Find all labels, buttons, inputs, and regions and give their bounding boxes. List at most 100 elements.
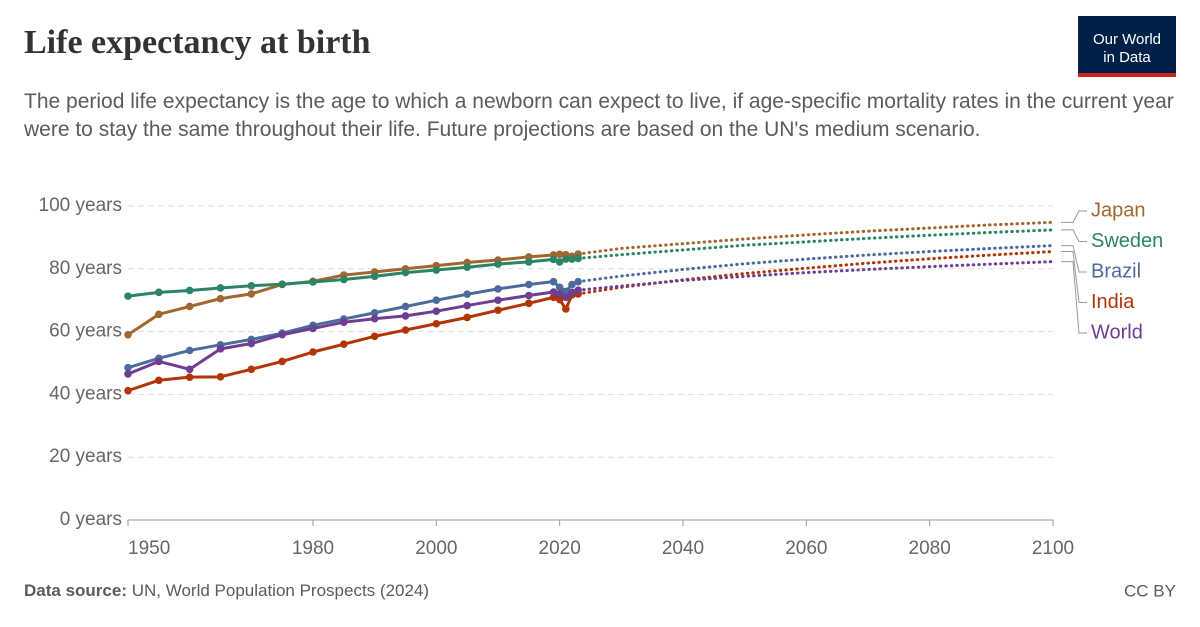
point — [555, 283, 564, 292]
point — [278, 280, 286, 288]
point — [494, 306, 502, 315]
x-tick-label: 2080 — [909, 538, 951, 559]
series-line — [127, 292, 579, 393]
point — [155, 310, 163, 319]
point — [555, 295, 564, 304]
point — [185, 346, 194, 355]
point — [401, 312, 410, 320]
point — [155, 357, 163, 366]
point — [155, 288, 163, 297]
legend-label: Sweden — [1091, 230, 1163, 252]
footer: Data source: UN, World Population Prospe… — [24, 581, 429, 600]
legend-label: Brazil — [1091, 260, 1141, 282]
point — [309, 324, 317, 333]
point — [185, 286, 194, 295]
point — [432, 307, 441, 315]
point — [549, 255, 558, 264]
point — [124, 386, 132, 395]
legend-label: Japan — [1091, 199, 1146, 221]
point — [525, 299, 533, 308]
point — [401, 326, 410, 334]
x-tick-label: 2000 — [415, 538, 457, 559]
point — [185, 373, 194, 381]
point — [401, 268, 410, 277]
point — [155, 376, 163, 385]
legend-connector — [1061, 229, 1087, 242]
plot: 0 years 20 years 40 years 60 years 80 years 1… — [39, 195, 1164, 559]
point — [549, 277, 558, 286]
point — [370, 332, 379, 341]
series-line — [127, 280, 579, 370]
logo-link[interactable]: Our World in Data — [1078, 16, 1176, 77]
projection-line — [576, 250, 1055, 296]
point — [432, 266, 441, 274]
point — [555, 258, 564, 266]
y-tick-label: 80 years — [49, 258, 122, 279]
point — [494, 260, 502, 268]
point — [562, 305, 570, 313]
point — [278, 357, 286, 366]
y-tick-label: 40 years — [49, 383, 122, 404]
logo-text: Our World — [1093, 31, 1161, 48]
point — [494, 285, 502, 293]
legend-label: India — [1091, 291, 1135, 313]
projection-line — [576, 220, 1055, 256]
point — [185, 302, 194, 311]
point — [568, 280, 576, 289]
point — [370, 314, 379, 323]
point — [562, 287, 570, 296]
point — [432, 319, 441, 328]
x-tick-label: 2100 — [1032, 538, 1074, 559]
legend-connector — [1061, 210, 1087, 223]
point — [549, 288, 558, 296]
legend-connector — [1061, 251, 1087, 303]
point — [555, 290, 564, 298]
point — [463, 290, 471, 299]
point — [549, 293, 558, 302]
point — [568, 288, 576, 297]
x-tick-label: 1950 — [128, 538, 170, 559]
point — [525, 291, 533, 300]
title: Life expectancy at birth — [24, 24, 371, 61]
y-tick-label: 0 years — [60, 509, 122, 530]
point — [216, 373, 225, 381]
point — [568, 255, 576, 263]
point — [309, 278, 317, 286]
point — [124, 370, 132, 378]
point — [370, 308, 379, 317]
point — [340, 318, 348, 326]
logo-box[interactable] — [1078, 16, 1176, 77]
x-tick-label: 2060 — [785, 538, 827, 559]
point — [463, 263, 471, 272]
point — [340, 275, 348, 284]
series-line — [127, 256, 579, 298]
point — [216, 345, 225, 353]
legend-connector — [1061, 261, 1087, 334]
y-tick-label: 100 years — [39, 195, 122, 216]
point — [340, 340, 348, 348]
legend-connector — [1061, 245, 1087, 273]
legend-label: World — [1091, 321, 1143, 343]
license: CC BY — [1124, 581, 1176, 600]
point — [247, 290, 256, 298]
projection-line — [576, 244, 1055, 284]
point — [278, 330, 286, 339]
point — [124, 292, 132, 300]
point — [555, 250, 564, 259]
source: UN, World Population Prospects (2024) — [132, 581, 429, 600]
logo-text: in Data — [1103, 49, 1151, 66]
x-tick-label: 1980 — [292, 538, 334, 559]
point — [247, 339, 256, 348]
point — [401, 302, 410, 311]
point — [494, 296, 502, 305]
point — [574, 286, 582, 294]
point — [562, 255, 570, 263]
x-tick-label: 2020 — [539, 538, 581, 559]
point — [562, 293, 570, 302]
point — [216, 284, 225, 292]
point — [124, 363, 132, 372]
point — [124, 330, 132, 339]
point — [525, 280, 533, 289]
point — [463, 301, 471, 310]
